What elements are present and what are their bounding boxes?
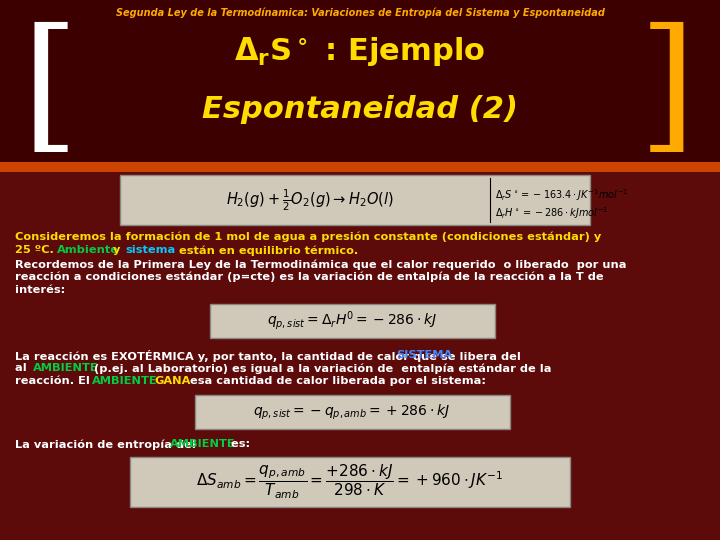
Text: al: al [15, 363, 31, 373]
Bar [210, 304, 495, 338]
Text: esa cantidad de calor liberada por el sistema:: esa cantidad de calor liberada por el si… [186, 376, 486, 386]
Text: 25 ºC.: 25 ºC. [15, 245, 58, 255]
Text: $q_{p,sist} = \Delta_r H^0 = -286 \cdot kJ$: $q_{p,sist} = \Delta_r H^0 = -286 \cdot … [267, 309, 437, 333]
Bar [195, 395, 510, 429]
Bar [130, 457, 570, 507]
Bar [120, 175, 590, 225]
Text: La variación de entropía del: La variación de entropía del [15, 439, 200, 449]
Text: $\mathbf{\Delta_r S^\circ}$ : Ejemplo: $\mathbf{\Delta_r S^\circ}$ : Ejemplo [235, 35, 485, 68]
Text: [: [ [22, 22, 79, 163]
Text: (p.ej. al Laboratorio) es igual a la variación de  entalpía estándar de la: (p.ej. al Laboratorio) es igual a la var… [90, 363, 552, 374]
Text: es:: es: [227, 439, 250, 449]
Text: Ambiente: Ambiente [57, 245, 119, 255]
Text: $H_2(g) + \frac{1}{2}O_2(g) \rightarrow H_2O(l)$: $H_2(g) + \frac{1}{2}O_2(g) \rightarrow … [226, 187, 394, 213]
Text: $\Delta_r S^\circ = -163.4 \cdot JK^{-1}mol^{-1}$: $\Delta_r S^\circ = -163.4 \cdot JK^{-1}… [495, 187, 629, 203]
Text: AMBIENTE: AMBIENTE [170, 439, 235, 449]
Text: reacción a condiciones estándar (p=cte) es la variación de entalpía de la reacci: reacción a condiciones estándar (p=cte) … [15, 272, 603, 282]
Text: ]: ] [639, 22, 696, 163]
Text: SISTEMA: SISTEMA [396, 350, 452, 360]
Text: La reacción es EXOTÉRMICA y, por tanto, la cantidad de calor que se libera del: La reacción es EXOTÉRMICA y, por tanto, … [15, 350, 525, 362]
Text: sistema: sistema [125, 245, 175, 255]
Text: GANA: GANA [154, 376, 190, 386]
Text: AMBIENTE: AMBIENTE [92, 376, 158, 386]
Text: AMBIENTE: AMBIENTE [33, 363, 99, 373]
Text: Segunda Ley de la Termodínamica: Variaciones de Entropía del Sistema y Espontane: Segunda Ley de la Termodínamica: Variaci… [116, 8, 604, 18]
Text: están en equilibrio térmico.: están en equilibrio térmico. [175, 245, 359, 255]
Bar [0, 162, 720, 172]
Text: $\Delta_r H^\circ = -286 \cdot kJmol^{-1}$: $\Delta_r H^\circ = -286 \cdot kJmol^{-1… [495, 205, 608, 221]
Text: Espontaneidad (2): Espontaneidad (2) [202, 95, 518, 124]
Text: interés:: interés: [15, 285, 66, 295]
Text: y: y [109, 245, 125, 255]
Text: reacción. El: reacción. El [15, 376, 94, 386]
Text: $q_{p,sist} = -q_{p,amb} = +286 \cdot kJ$: $q_{p,sist} = -q_{p,amb} = +286 \cdot kJ… [253, 402, 451, 422]
Text: $\Delta S_{amb} = \dfrac{q_{p,amb}}{T_{amb}} = \dfrac{+286 \cdot kJ}{298 \cdot K: $\Delta S_{amb} = \dfrac{q_{p,amb}}{T_{a… [197, 463, 504, 501]
Text: Consideremos la formación de 1 mol de agua a presión constante (condiciones está: Consideremos la formación de 1 mol de ag… [15, 232, 601, 242]
Text: Recordemos de la Primera Ley de la Termodinámica que el calor requerido  o liber: Recordemos de la Primera Ley de la Termo… [15, 259, 626, 269]
Bar [0, 0, 720, 162]
